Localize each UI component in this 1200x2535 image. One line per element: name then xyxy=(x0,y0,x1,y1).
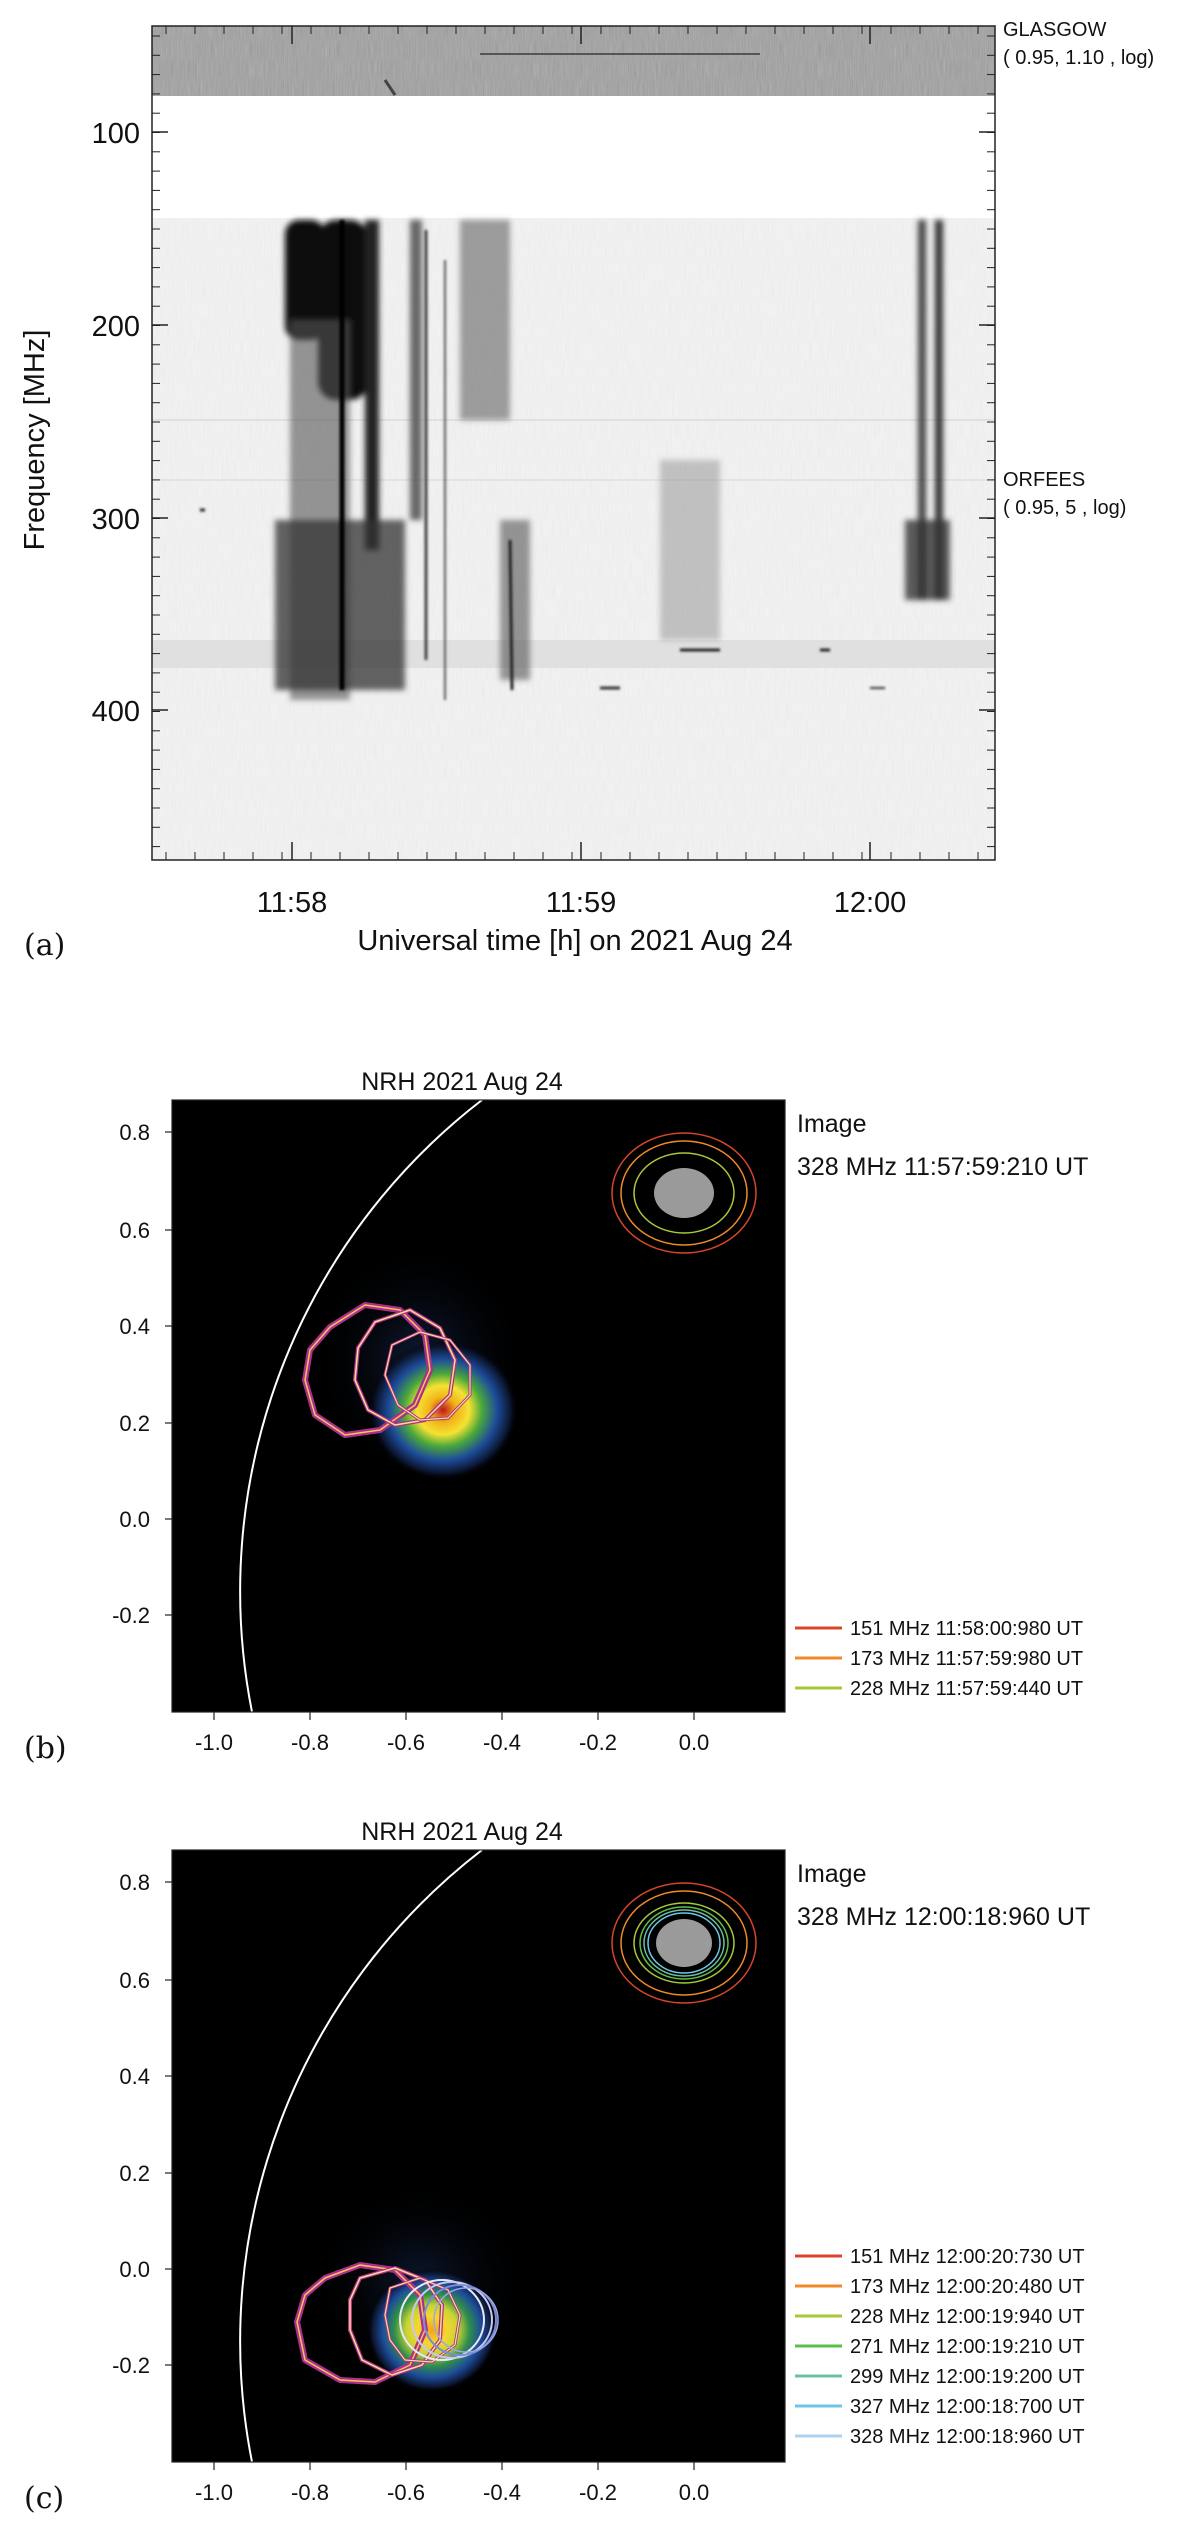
glasgow-label: GLASGOW xyxy=(1003,19,1106,41)
orfees-label: ORFEES xyxy=(1003,469,1085,491)
y-tick-label: 400 xyxy=(92,696,140,728)
y-ticks xyxy=(165,1131,172,1616)
legend-label: 173 MHz 11:57:59:980 UT xyxy=(850,1648,1083,1670)
panel-c: NRH 2021 Aug 24 0.8 0.6 0.4 0.2 0.0 -0.2… xyxy=(0,1810,1200,2530)
image-title: NRH 2021 Aug 24 xyxy=(361,1068,563,1096)
y-tick-label: 0.2 xyxy=(119,2161,150,2186)
y-tick-label: 200 xyxy=(92,311,140,343)
y-tick-label: 0.8 xyxy=(119,1120,150,1145)
x-axis: 11:58 11:59 12:00 Universal time [h] on … xyxy=(257,26,907,957)
image-freq-time: 328 MHz 12:00:18:960 UT xyxy=(797,1903,1090,1931)
x-tick-label: -0.8 xyxy=(291,2480,329,2505)
legend-label: 299 MHz 12:00:19:200 UT xyxy=(850,2366,1085,2388)
legend-label: 271 MHz 12:00:19:210 UT xyxy=(850,2336,1085,2358)
panel-tag: (b) xyxy=(24,1731,67,1766)
x-tick-label: -0.2 xyxy=(579,1730,617,1755)
orfees-params: ( 0.95, 5 , log) xyxy=(1003,497,1126,519)
x-ticks xyxy=(213,2462,695,2470)
image-freq-time: 328 MHz 11:57:59:210 UT xyxy=(797,1153,1088,1181)
image-label: Image xyxy=(797,1860,866,1888)
x-tick-label: -1.0 xyxy=(195,2480,233,2505)
y-tick-label: -0.2 xyxy=(112,1603,150,1628)
x-tick-label: 12:00 xyxy=(834,887,907,919)
panel-a: 100 200 300 400 Frequency [MHz] 11:58 11… xyxy=(0,0,1200,980)
panel-tag: (a) xyxy=(24,928,65,963)
panel-b: NRH 2021 Aug 24 0.8 0.6 0.4 0.2 0.0 -0.2… xyxy=(0,1060,1200,1800)
x-minor-ticks xyxy=(165,26,979,860)
y-tick-label: 0.6 xyxy=(119,1218,150,1243)
y-tick-label: 0.8 xyxy=(119,1870,150,1895)
glasgow-params: ( 0.95, 1.10 , log) xyxy=(1003,47,1154,69)
glasgow-spectrum xyxy=(152,26,995,96)
y-tick-label: 0.4 xyxy=(119,1314,150,1339)
y-minor-ticks xyxy=(152,35,995,848)
x-tick-label: -0.2 xyxy=(579,2480,617,2505)
legend-label: 228 MHz 11:57:59:440 UT xyxy=(850,1678,1083,1700)
y-ticks xyxy=(165,1881,172,2366)
legend-label: 228 MHz 12:00:19:940 UT xyxy=(850,2306,1085,2328)
x-tick-label: 0.0 xyxy=(679,1730,710,1755)
beam-ellipse xyxy=(611,1132,757,1254)
solar-limb xyxy=(239,1100,483,1712)
y-tick-label: 100 xyxy=(92,118,140,150)
legend-label: 151 MHz 11:58:00:980 UT xyxy=(850,1618,1083,1640)
y-axis: 0.8 0.6 0.4 0.2 0.0 -0.2 xyxy=(112,1120,150,1628)
y-tick-label: 0.0 xyxy=(119,1507,150,1532)
y-axis: 100 200 300 400 Frequency [MHz] xyxy=(19,118,995,728)
y-tick-label: -0.2 xyxy=(112,2353,150,2378)
legend-label: 328 MHz 12:00:18:960 UT xyxy=(850,2426,1085,2448)
y-tick-label: 0.2 xyxy=(119,1411,150,1436)
legend: 151 MHz 11:58:00:980 UT 173 MHz 11:57:59:… xyxy=(795,1618,1083,1700)
y-tick-label: 300 xyxy=(92,504,140,536)
y-tick-label: 0.0 xyxy=(119,2257,150,2282)
radio-source xyxy=(239,1100,757,1712)
dynamic-spectrum-figure: 100 200 300 400 Frequency [MHz] 11:58 11… xyxy=(19,19,1154,963)
nrh-image-figure: NRH 2021 Aug 24 0.8 0.6 0.4 0.2 0.0 -0.2… xyxy=(24,1818,1090,2516)
legend-label: 327 MHz 12:00:18:700 UT xyxy=(850,2396,1085,2418)
x-tick-label: -0.6 xyxy=(387,2480,425,2505)
legend: 151 MHz 12:00:20:730 UT 173 MHz 12:00:20:… xyxy=(795,2246,1085,2448)
instrument-labels: GLASGOW ( 0.95, 1.10 , log) ORFEES ( 0.9… xyxy=(1003,19,1154,519)
y-tick-label: 0.6 xyxy=(119,1968,150,1993)
image-title: NRH 2021 Aug 24 xyxy=(361,1818,563,1846)
beam-ellipse xyxy=(611,1882,757,2004)
image-label: Image xyxy=(797,1110,866,1138)
x-tick-label: 0.0 xyxy=(679,2480,710,2505)
x-ticks xyxy=(213,1712,695,1720)
x-axis: -1.0 -0.8 -0.6 -0.4 -0.2 0.0 xyxy=(195,2480,709,2505)
orfees-spectrum xyxy=(152,218,995,860)
x-tick-label: 11:59 xyxy=(546,887,616,919)
x-tick-label: -0.4 xyxy=(483,1730,521,1755)
x-axis-label: Universal time [h] on 2021 Aug 24 xyxy=(357,925,792,957)
x-tick-label: -1.0 xyxy=(195,1730,233,1755)
panel-tag: (c) xyxy=(24,2481,64,2516)
legend-label: 151 MHz 12:00:20:730 UT xyxy=(850,2246,1085,2268)
y-axis-label: Frequency [MHz] xyxy=(19,330,51,551)
nrh-image-figure: NRH 2021 Aug 24 0.8 0.6 0.4 0.2 0.0 -0.2… xyxy=(24,1068,1088,1766)
x-axis: -1.0 -0.8 -0.6 -0.4 -0.2 0.0 xyxy=(195,1730,709,1755)
plot-frame xyxy=(151,25,996,861)
radio-source xyxy=(239,1850,757,2462)
legend-label: 173 MHz 12:00:20:480 UT xyxy=(850,2276,1085,2298)
x-tick-label: -0.6 xyxy=(387,1730,425,1755)
y-axis: 0.8 0.6 0.4 0.2 0.0 -0.2 xyxy=(112,1870,150,2378)
x-tick-label: 11:58 xyxy=(257,887,327,919)
solar-limb xyxy=(239,1850,483,2462)
x-tick-label: -0.8 xyxy=(291,1730,329,1755)
y-tick-label: 0.4 xyxy=(119,2064,150,2089)
x-tick-label: -0.4 xyxy=(483,2480,521,2505)
